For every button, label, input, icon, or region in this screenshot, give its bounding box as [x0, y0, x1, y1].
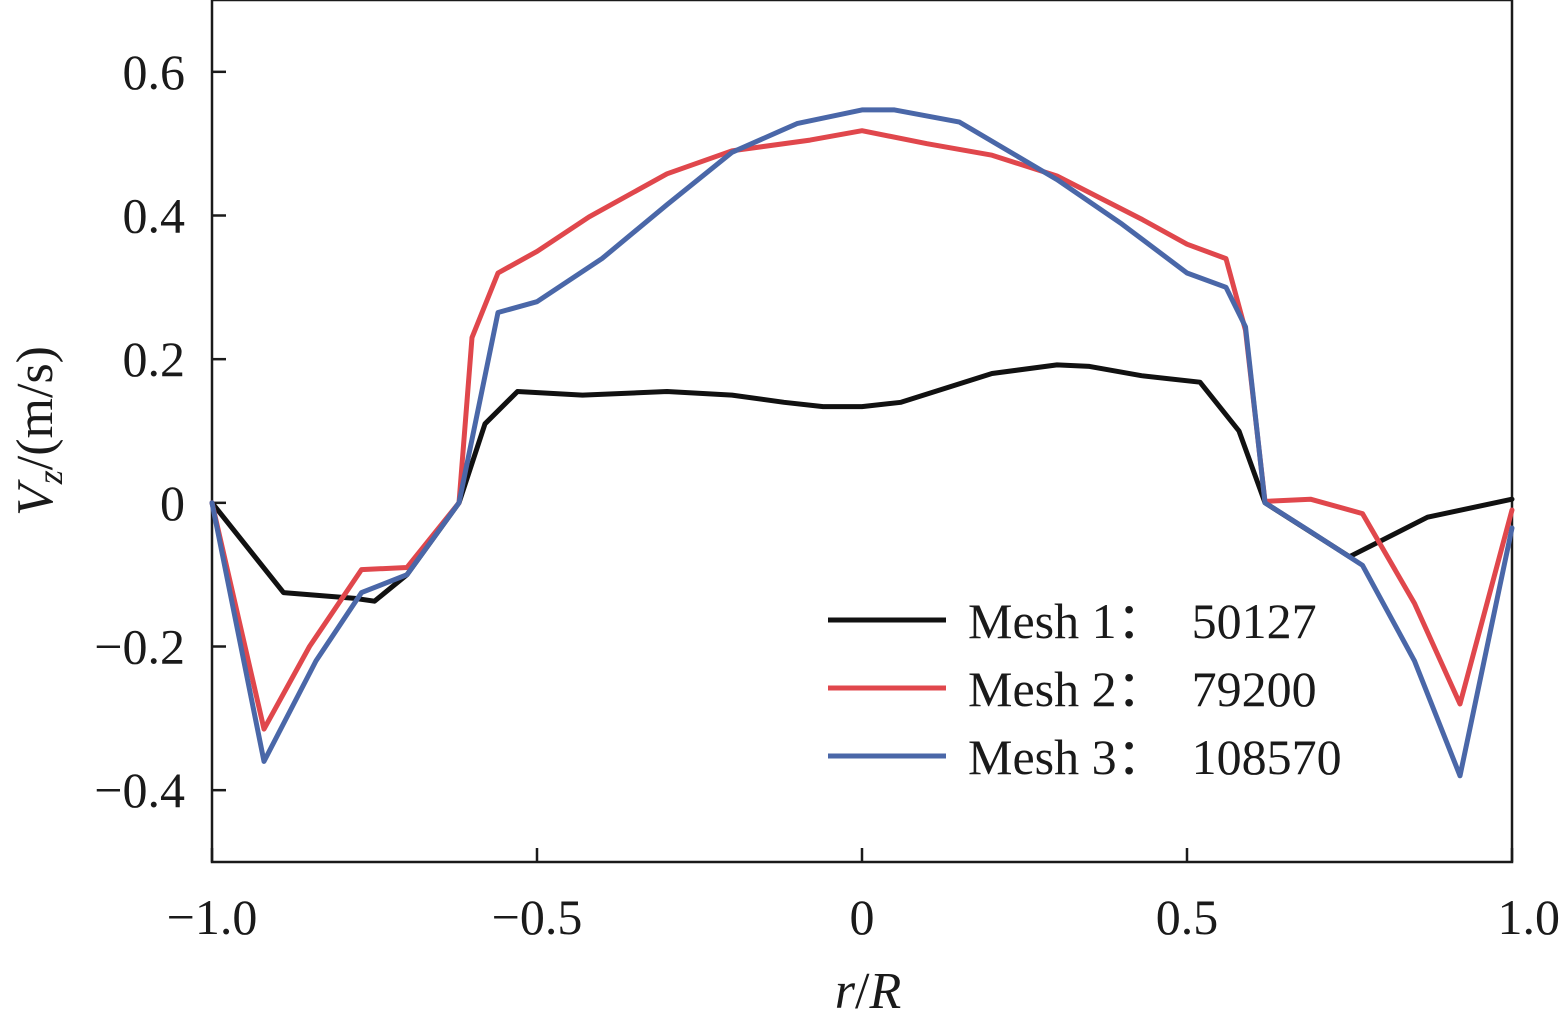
x-tick-label-0: −1.0: [167, 889, 258, 945]
series-lines: [209, 107, 1515, 779]
y-tick-label-5: 0.6: [123, 44, 186, 100]
x-tick-label-3: 0.5: [1156, 889, 1219, 945]
y-axis-label-unit: /(m/s): [7, 346, 64, 470]
x-tick-label-4: 1.0: [1498, 889, 1561, 945]
y-tick-label-0: −0.4: [94, 762, 185, 818]
y-axis-label-v: V: [7, 479, 64, 516]
legend-label-mesh-1: Mesh 1： 50127: [968, 593, 1317, 649]
legend: Mesh 1： 50127 Mesh 2： 79200 Mesh 3： 1085…: [828, 593, 1342, 785]
series-line-mesh-2: [209, 128, 1515, 732]
x-axis-label: r/R: [835, 963, 901, 1020]
y-tick-label-4: 0.4: [123, 188, 186, 244]
y-axis-label-sub: z: [30, 470, 70, 485]
y-axis-label: Vz/(m/s): [7, 346, 70, 516]
series-line-mesh-3: [209, 107, 1515, 779]
x-axis-label-R: R: [868, 963, 901, 1020]
y-axis-ticks: −0.4 −0.2 0 0.2 0.4 0.6: [94, 44, 226, 818]
y-tick-label-1: −0.2: [94, 619, 185, 675]
x-axis-ticks: −1.0 −0.5 0 0.5 1.0: [167, 848, 1560, 945]
legend-label-mesh-3: Mesh 3： 108570: [968, 729, 1342, 785]
x-axis-label-sep: /: [855, 963, 870, 1020]
x-tick-label-2: 0: [850, 889, 875, 945]
y-tick-label-3: 0.2: [123, 331, 186, 387]
x-tick-label-1: −0.5: [492, 889, 583, 945]
y-tick-label-2: 0: [160, 475, 185, 531]
x-axis-label-r: r: [835, 963, 856, 1020]
legend-label-mesh-2: Mesh 2： 79200: [968, 661, 1317, 717]
